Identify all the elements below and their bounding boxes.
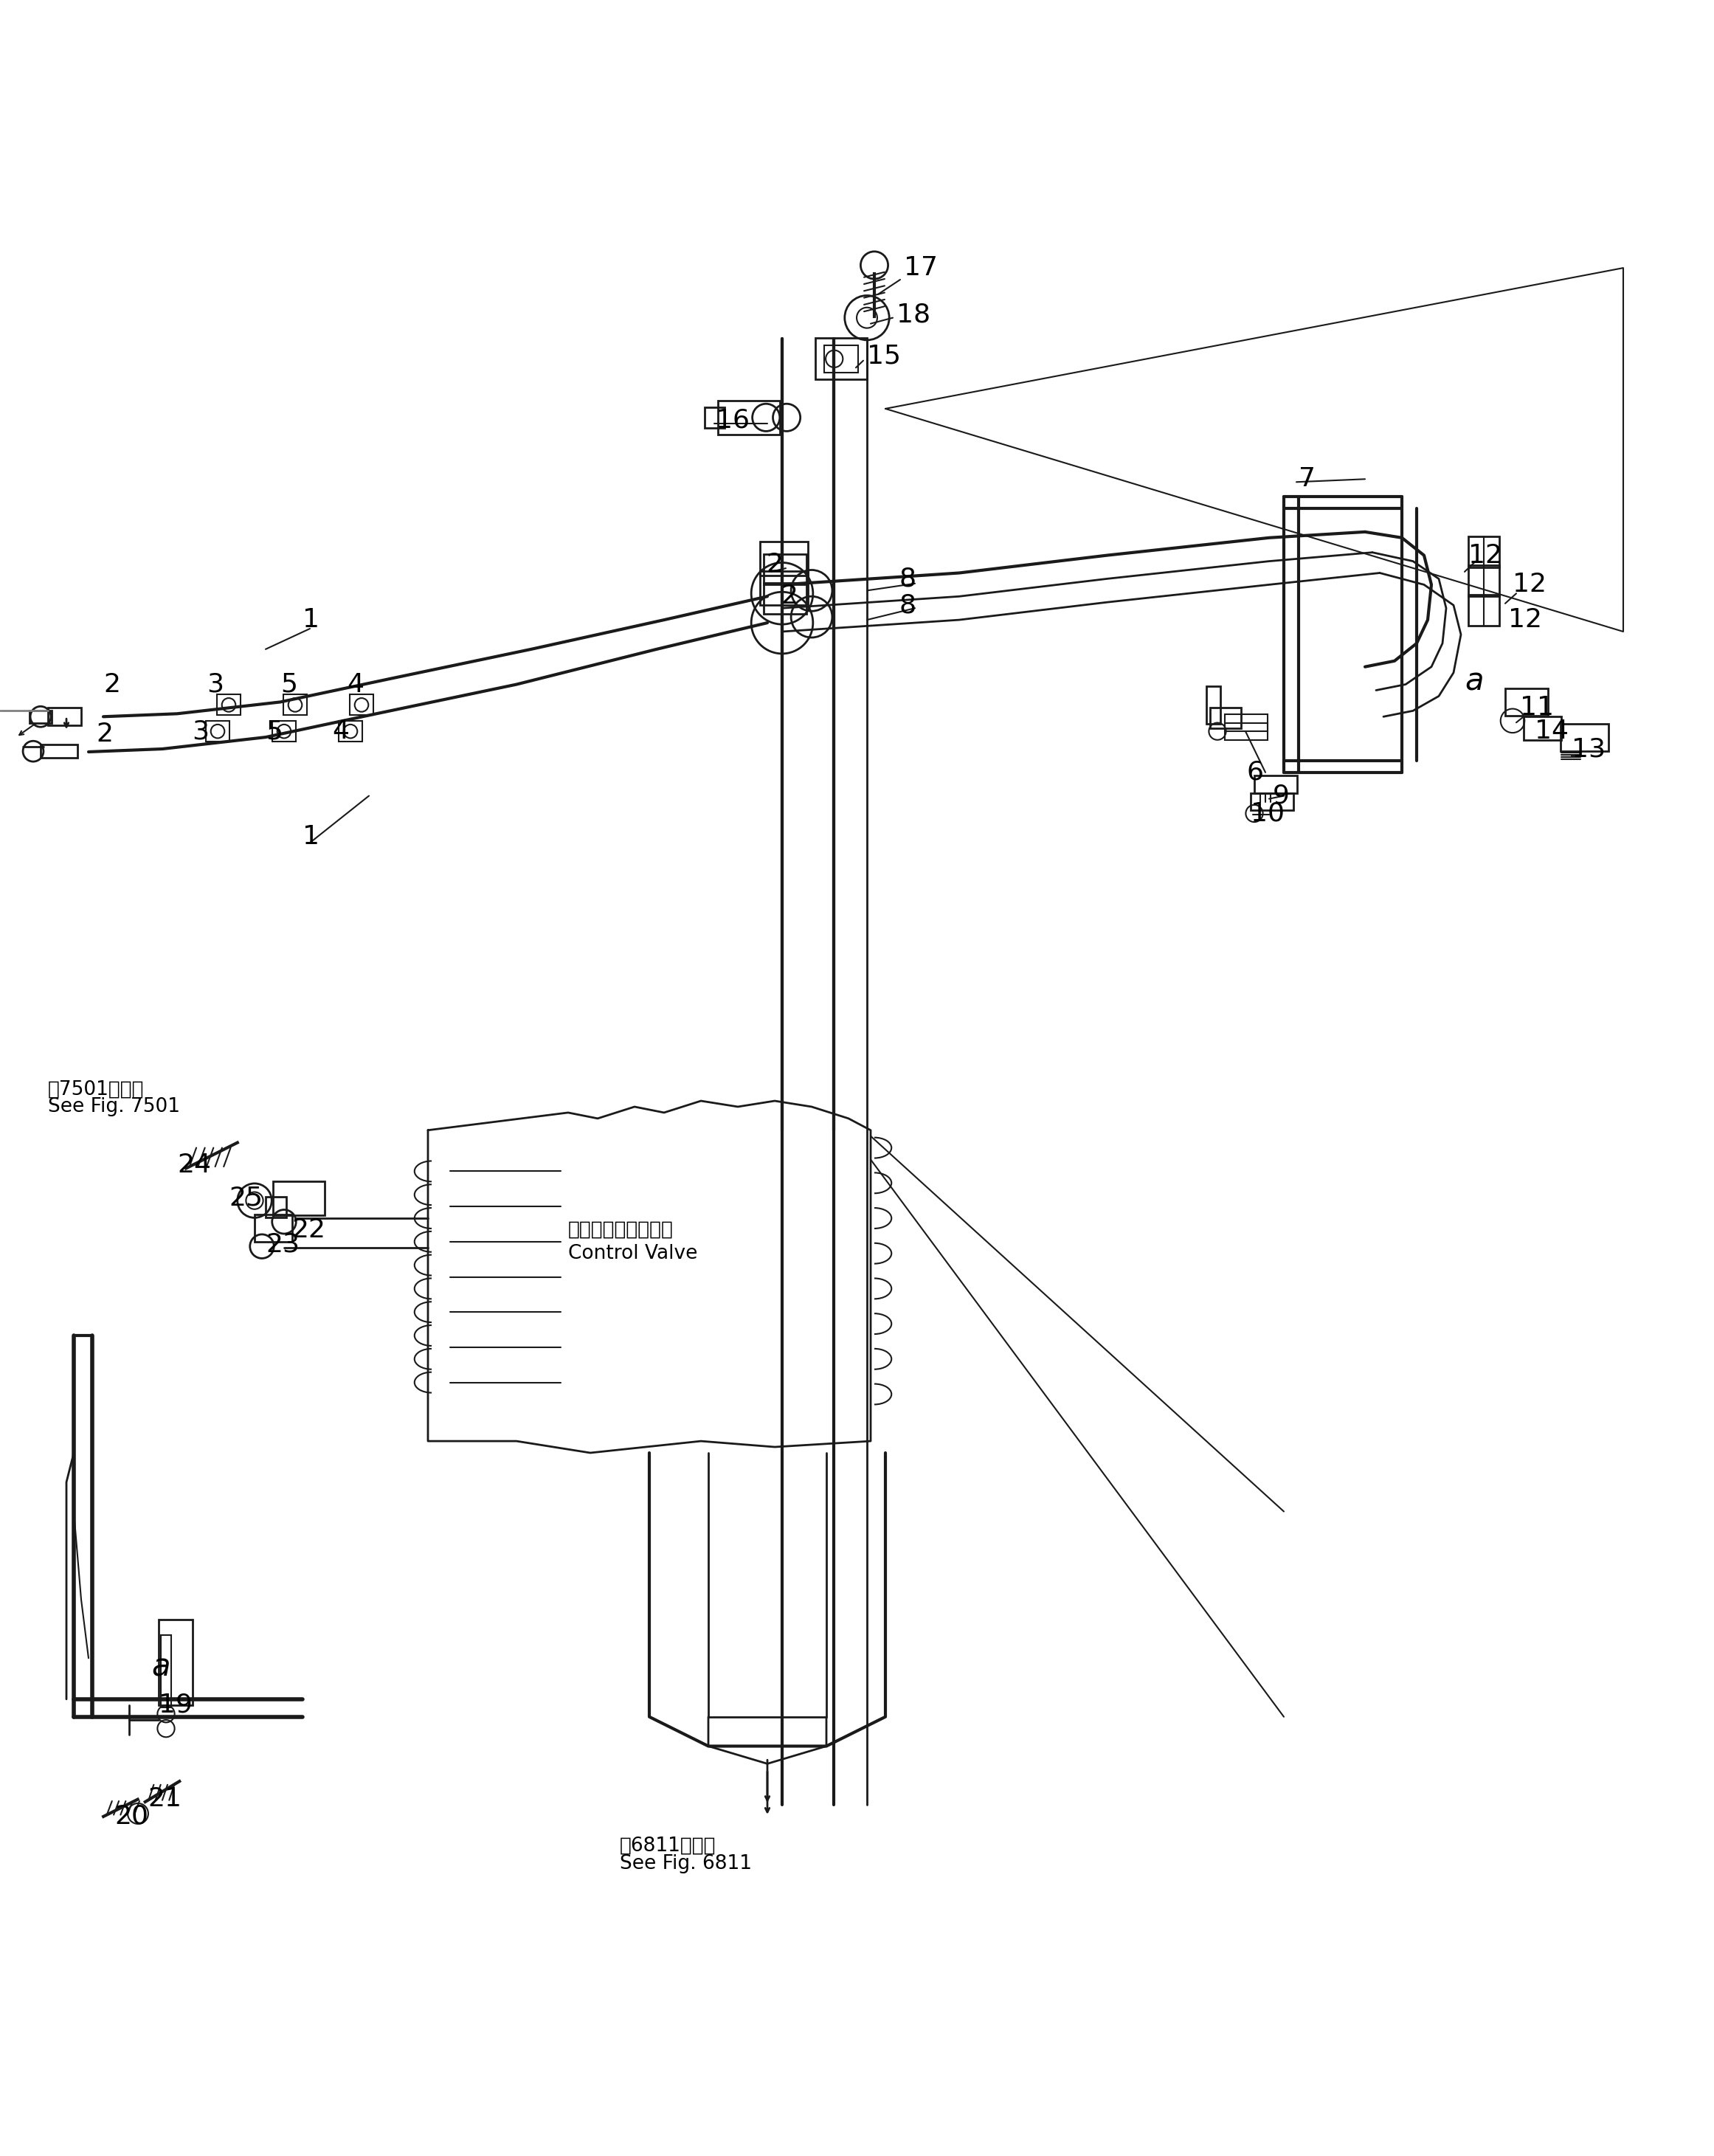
Text: 2: 2 (103, 673, 120, 696)
Text: 11: 11 (1520, 696, 1555, 720)
Text: 5: 5 (281, 673, 297, 696)
Bar (266, 1197, 286, 1218)
Bar (273, 1181, 324, 1216)
Text: 1: 1 (302, 824, 319, 849)
Text: 14: 14 (1534, 718, 1568, 744)
Bar (1210, 707, 1241, 729)
Text: 9: 9 (1274, 783, 1289, 808)
Text: 4: 4 (333, 718, 350, 744)
Text: 2: 2 (766, 552, 783, 576)
Text: a: a (1464, 666, 1483, 696)
Bar (816, 338, 867, 379)
Bar (350, 694, 374, 716)
Text: 15: 15 (867, 343, 902, 369)
Text: 8: 8 (900, 593, 915, 619)
Text: 3: 3 (207, 673, 223, 696)
Bar (159, 1619, 194, 1705)
Text: See Fig. 6811: See Fig. 6811 (620, 1854, 752, 1874)
Bar (255, 1214, 293, 1242)
Text: 10: 10 (1251, 800, 1284, 826)
Text: 12: 12 (1469, 543, 1501, 567)
Bar (283, 694, 307, 716)
Text: Control Valve: Control Valve (567, 1244, 698, 1263)
Bar (29, 709, 51, 722)
Bar (759, 571, 807, 606)
Text: 第6811図参照: 第6811図参照 (620, 1837, 716, 1856)
Circle shape (857, 308, 878, 328)
Bar (764, 554, 807, 584)
Text: 2: 2 (96, 722, 113, 746)
Text: 12: 12 (1508, 608, 1543, 632)
Text: 第7501図参照: 第7501図参照 (48, 1080, 144, 1100)
Text: 23: 23 (266, 1231, 300, 1257)
Bar (41, 744, 77, 757)
Bar (1255, 776, 1297, 793)
Bar (273, 720, 297, 742)
Text: 22: 22 (291, 1218, 326, 1242)
Bar (1469, 565, 1500, 597)
Text: 24: 24 (177, 1153, 211, 1177)
Text: 6: 6 (1248, 759, 1263, 785)
Text: 8: 8 (900, 567, 915, 591)
Text: 25: 25 (228, 1186, 262, 1210)
Bar (764, 582, 807, 614)
Bar (704, 407, 725, 427)
Bar (1469, 595, 1500, 625)
Bar (216, 694, 240, 716)
Bar (759, 541, 807, 576)
Text: 4: 4 (346, 673, 363, 696)
Text: 3: 3 (192, 718, 209, 744)
Bar (1505, 688, 1548, 716)
Text: See Fig. 7501: See Fig. 7501 (48, 1097, 180, 1117)
Bar (718, 401, 780, 436)
Text: 12: 12 (1512, 571, 1546, 597)
Text: 18: 18 (896, 302, 931, 328)
Text: 1: 1 (302, 608, 319, 632)
Bar (338, 720, 362, 742)
Text: 17: 17 (903, 254, 938, 280)
Bar (1524, 716, 1561, 740)
Bar (1226, 714, 1268, 731)
Text: 13: 13 (1572, 737, 1606, 761)
Text: 2: 2 (782, 584, 799, 608)
Bar (1469, 537, 1500, 567)
Text: 16: 16 (716, 407, 749, 433)
Text: 19: 19 (159, 1692, 192, 1718)
Text: 21: 21 (147, 1787, 182, 1811)
Bar (161, 1636, 171, 1708)
Bar (1226, 722, 1268, 740)
Text: 7: 7 (1299, 466, 1316, 492)
Bar (1251, 793, 1294, 811)
Bar (206, 720, 230, 742)
Bar (1207, 686, 1220, 724)
Text: 5: 5 (266, 718, 283, 744)
Text: コントロールバルブ: コントロールバルブ (567, 1220, 674, 1240)
Text: 20: 20 (115, 1805, 149, 1828)
Bar (824, 345, 859, 373)
Bar (48, 707, 81, 724)
Text: a: a (151, 1651, 170, 1682)
Bar (1560, 724, 1608, 750)
